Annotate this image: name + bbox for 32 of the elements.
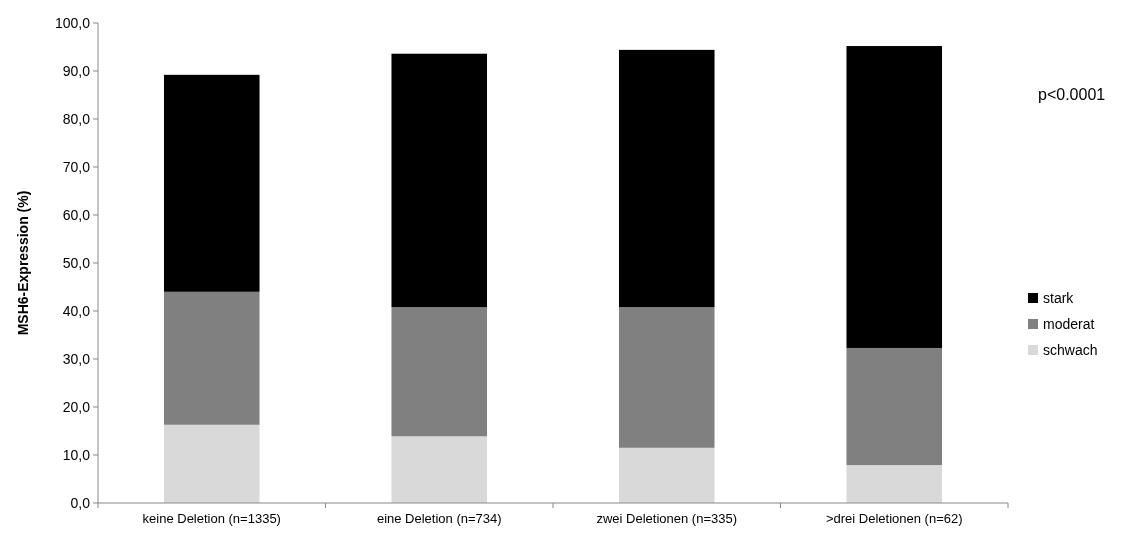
y-tick-label: 10,0 xyxy=(62,446,91,463)
bar xyxy=(163,74,260,292)
bar xyxy=(391,53,488,308)
bar xyxy=(163,291,260,425)
bar xyxy=(618,307,715,448)
legend-label: moderat xyxy=(1043,315,1095,332)
y-tick-label: 60,0 xyxy=(62,206,91,223)
y-tick-label: 70,0 xyxy=(62,158,91,175)
bar xyxy=(846,46,943,348)
legend-label: schwach xyxy=(1043,341,1098,358)
y-tick-label: 20,0 xyxy=(62,398,91,415)
x-tick-label: zwei Deletionen (n=335) xyxy=(596,511,738,526)
y-axis-title: MSH6-Expression (%) xyxy=(15,190,31,336)
legend-label: stark xyxy=(1043,289,1075,306)
x-tick-label: keine Deletion (n=1335) xyxy=(142,511,281,526)
bar xyxy=(846,347,943,466)
y-tick-label: 100,0 xyxy=(54,14,91,31)
x-tick-label: eine Deletion (n=734) xyxy=(376,511,502,526)
y-tick-label: 40,0 xyxy=(62,302,91,319)
y-tick-label: 0,0 xyxy=(70,494,91,511)
y-tick-label: 30,0 xyxy=(62,350,91,367)
x-tick-label: >drei Deletionen (n=62) xyxy=(825,511,963,526)
bar xyxy=(391,307,488,437)
bar xyxy=(618,447,715,503)
bar xyxy=(618,49,715,308)
bar xyxy=(846,465,943,503)
y-tick-label: 80,0 xyxy=(62,110,91,127)
y-tick-label: 50,0 xyxy=(62,254,91,271)
bar xyxy=(391,436,488,503)
y-tick-label: 90,0 xyxy=(62,62,91,79)
bar xyxy=(163,424,260,503)
text: p<0.0001 xyxy=(1038,86,1106,103)
